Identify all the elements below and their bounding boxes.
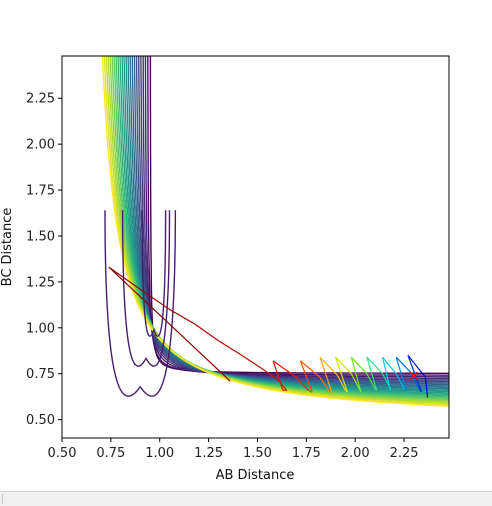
x-tick-label: 0.75 bbox=[96, 446, 125, 461]
y-tick-label: 2.00 bbox=[26, 138, 55, 153]
x-tick-label: 2.25 bbox=[390, 446, 419, 461]
contour-line bbox=[119, 0, 492, 397]
y-tick-label: 2.25 bbox=[26, 92, 55, 107]
contour-line bbox=[135, 0, 492, 385]
y-tick-label: 0.75 bbox=[26, 367, 55, 382]
y-tick-label: 1.50 bbox=[26, 229, 55, 244]
contour-line bbox=[133, 0, 492, 387]
contour-line bbox=[128, 0, 492, 390]
contour-line bbox=[112, 0, 492, 402]
contour-line bbox=[121, 0, 492, 395]
trajectory-segment bbox=[218, 341, 241, 356]
contour-line bbox=[126, 0, 492, 392]
contour-line bbox=[117, 0, 492, 398]
contour-line bbox=[145, 0, 492, 377]
y-tick-label: 1.00 bbox=[26, 321, 55, 336]
contour-line bbox=[140, 0, 492, 381]
x-tick-label: 1.75 bbox=[292, 446, 321, 461]
contour-lines bbox=[97, 0, 492, 413]
trajectory-segment bbox=[242, 355, 262, 368]
axis-ticks: 0.50 0.75 1.00 1.25 1.50 1.75 2.00 2.25 0.50 0.75… bbox=[26, 92, 418, 461]
x-tick-label: 1.50 bbox=[243, 446, 272, 461]
contour-line bbox=[123, 0, 492, 393]
contour-line bbox=[110, 0, 492, 403]
contour-line bbox=[138, 0, 492, 383]
y-tick-label: 1.25 bbox=[26, 275, 55, 290]
status-bar-divider bbox=[2, 494, 3, 504]
x-axis-label: AB Distance bbox=[216, 468, 295, 483]
trajectory-segment bbox=[408, 355, 426, 377]
x-tick-label: 0.50 bbox=[48, 446, 77, 461]
x-tick-label: 2.00 bbox=[341, 446, 370, 461]
x-tick-label: 1.00 bbox=[145, 446, 174, 461]
contour-line bbox=[143, 0, 492, 379]
trajectory-segment bbox=[195, 324, 218, 341]
x-tick-label: 1.25 bbox=[194, 446, 223, 461]
y-tick-label: 1.75 bbox=[26, 184, 55, 199]
status-bar bbox=[0, 491, 492, 506]
contour-line bbox=[130, 0, 492, 388]
y-axis-label: BC Distance bbox=[0, 208, 15, 287]
y-tick-label: 0.50 bbox=[26, 413, 55, 428]
trajectory-segment bbox=[170, 309, 195, 324]
